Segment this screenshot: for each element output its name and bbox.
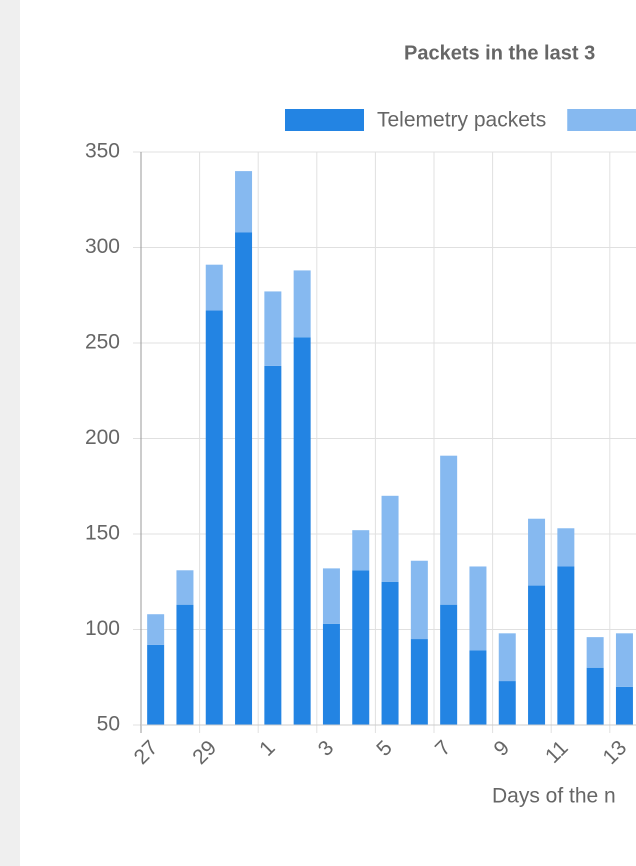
y-tick-label: 300 — [85, 235, 120, 258]
bar — [352, 570, 370, 725]
bar — [440, 455, 458, 605]
bar — [528, 518, 546, 586]
bar — [205, 310, 223, 725]
bar — [235, 232, 253, 725]
x-tick-label: 13 — [598, 736, 631, 769]
bar — [322, 623, 340, 725]
bar — [235, 171, 253, 233]
bar — [176, 604, 194, 725]
x-tick-label: 5 — [372, 736, 397, 761]
bar — [176, 570, 194, 605]
chart-title: Packets in the last 3 — [404, 42, 595, 64]
bar — [264, 291, 282, 366]
x-tick-label: 7 — [431, 736, 456, 761]
bar — [586, 667, 604, 725]
x-tick-label: 1 — [255, 736, 280, 761]
bar — [498, 681, 516, 725]
bar — [322, 568, 340, 624]
bar — [615, 633, 633, 687]
x-tick-label: 3 — [314, 736, 339, 761]
y-tick-label: 100 — [85, 617, 120, 640]
y-tick-label: 50 — [97, 713, 120, 736]
legend-label: Telemetry packets — [377, 109, 546, 132]
bar — [528, 585, 546, 725]
y-tick-label: 250 — [85, 331, 120, 354]
y-tick-label: 150 — [85, 522, 120, 545]
bar — [498, 633, 516, 682]
bar — [147, 644, 165, 725]
y-tick-label: 350 — [85, 140, 120, 163]
x-axis-label: Days of the n — [492, 785, 616, 808]
legend-swatch — [285, 109, 364, 131]
x-tick-label: 11 — [541, 736, 573, 768]
bar — [381, 495, 399, 582]
x-tick-label: 27 — [130, 736, 163, 769]
bar — [205, 264, 223, 311]
bar — [469, 650, 487, 725]
bar — [586, 637, 604, 668]
bar — [410, 639, 428, 725]
bar — [557, 566, 575, 725]
bar — [410, 560, 428, 640]
y-tick-label: 200 — [85, 426, 120, 449]
bar — [264, 365, 282, 725]
bar — [469, 566, 487, 651]
x-tick-label: 9 — [490, 736, 515, 761]
bar — [293, 337, 311, 725]
bar — [147, 614, 165, 645]
bar — [557, 528, 575, 567]
bar — [352, 530, 370, 571]
bar — [381, 581, 399, 725]
bar — [293, 270, 311, 338]
legend-swatch — [567, 109, 636, 131]
bar — [615, 686, 633, 725]
bar — [440, 604, 458, 725]
x-tick-label: 29 — [188, 736, 221, 769]
